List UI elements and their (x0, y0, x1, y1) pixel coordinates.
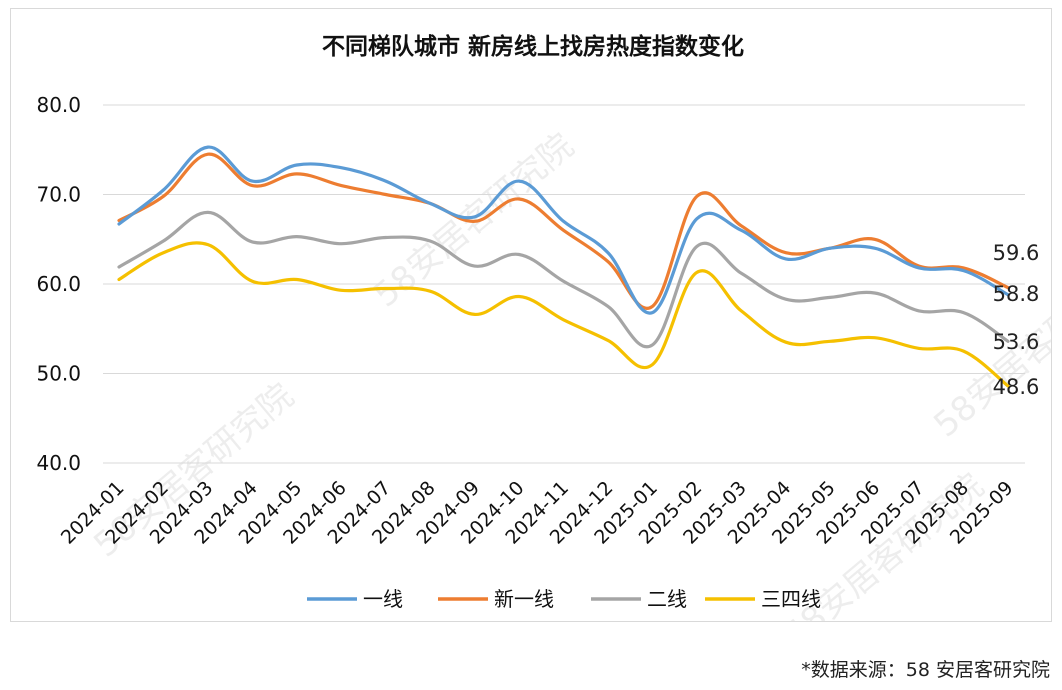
chart-frame: 58安居客研究院 58安居客研究院 58安居客研究院 58安居客研究院 40.0 50.… (10, 8, 1052, 622)
data-label: 53.6 (993, 330, 1040, 354)
legend-label: 三四线 (761, 587, 821, 611)
x-axis: 2024-012024-022024-032024-042024-052024-… (57, 477, 1018, 549)
source-note: *数据来源：58 安居客研究院 (801, 659, 1050, 681)
data-label: 59.6 (993, 241, 1040, 265)
y-tick-label: 80.0 (36, 93, 81, 117)
y-axis: 40.0 50.0 60.0 70.0 80.0 (36, 93, 81, 475)
legend-label: 二线 (647, 587, 687, 611)
legend: 一线 新一线 二线 三四线 (307, 587, 821, 611)
end-labels: 59.6 58.8 53.6 48.6 (993, 241, 1040, 399)
series-lines (117, 145, 1010, 388)
chart-title: 不同梯队城市 新房线上找房热度指数变化 (322, 33, 744, 60)
series-line (117, 241, 1010, 388)
series-line (117, 210, 1010, 349)
legend-label: 一线 (363, 587, 403, 611)
gridlines (103, 104, 1025, 464)
y-tick-label: 70.0 (36, 183, 81, 207)
y-tick-label: 60.0 (36, 272, 81, 296)
legend-label: 新一线 (494, 587, 554, 611)
y-tick-label: 50.0 (36, 362, 81, 386)
data-label: 58.8 (993, 282, 1040, 306)
series-line (117, 145, 1010, 315)
y-tick-label: 40.0 (36, 451, 81, 475)
series-line (117, 152, 1010, 310)
data-label: 48.6 (993, 375, 1040, 399)
